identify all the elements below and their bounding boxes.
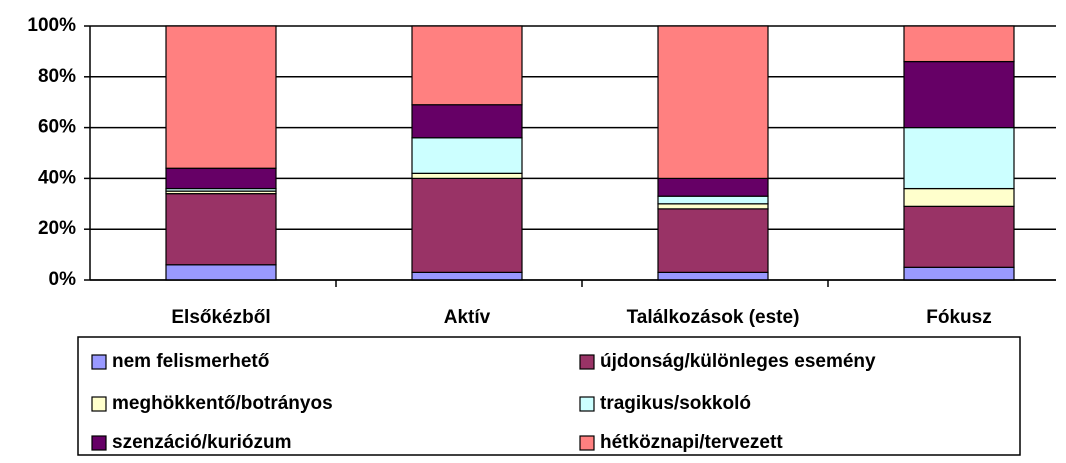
legend-swatch: [91, 435, 107, 451]
legend-box: [77, 336, 1021, 456]
bar-segment: [903, 25, 1015, 63]
bar-segment: [165, 25, 277, 169]
legend-swatch: [579, 435, 595, 451]
legend-label: újdonság/különleges esemény: [600, 351, 876, 372]
y-tick-label: 60%: [38, 117, 76, 138]
y-tick-label: 40%: [38, 167, 76, 188]
bar-segment: [657, 203, 769, 210]
x-tick-label: Elsőkézből: [171, 307, 270, 328]
x-tick-label: Aktív: [444, 307, 491, 328]
bar-segment: [165, 193, 277, 266]
legend-label: hétköznapi/tervezett: [600, 432, 783, 453]
bar-segment: [411, 172, 523, 180]
legend-swatch: [579, 354, 595, 370]
y-tick-label: 0%: [49, 269, 77, 290]
bar-segment: [903, 60, 1015, 129]
legend-label: szenzáció/kuriózum: [112, 432, 292, 453]
legend-label: meghökkentő/botrányos: [112, 393, 333, 414]
bar-segment: [903, 126, 1015, 190]
legend-label: nem felismerhető: [112, 351, 269, 372]
bar-segment: [411, 137, 523, 174]
legend-swatch: [91, 354, 107, 370]
bar-segment: [165, 167, 277, 190]
legend-swatch: [579, 396, 595, 412]
bar-segment: [903, 205, 1015, 268]
bar-segment: [411, 25, 523, 106]
y-tick-label: 100%: [27, 15, 76, 36]
y-tick-label: 20%: [38, 218, 76, 239]
bar-segment: [657, 208, 769, 273]
bar-segment: [657, 195, 769, 205]
bar-segment: [657, 177, 769, 197]
y-tick-label: 80%: [38, 66, 76, 87]
bar-segment: [657, 271, 769, 281]
bar-segment: [903, 266, 1015, 281]
legend-swatch: [91, 396, 107, 412]
bar-segment: [411, 104, 523, 139]
x-tick-label: Fókusz: [926, 307, 991, 328]
bar-segment: [165, 264, 277, 281]
bar-segment: [903, 187, 1015, 207]
bar-segment: [411, 177, 523, 273]
legend-label: tragikus/sokkoló: [600, 393, 751, 414]
bar-segment: [657, 25, 769, 179]
x-tick-label: Találkozások (este): [627, 307, 800, 328]
bar-segment: [411, 271, 523, 281]
